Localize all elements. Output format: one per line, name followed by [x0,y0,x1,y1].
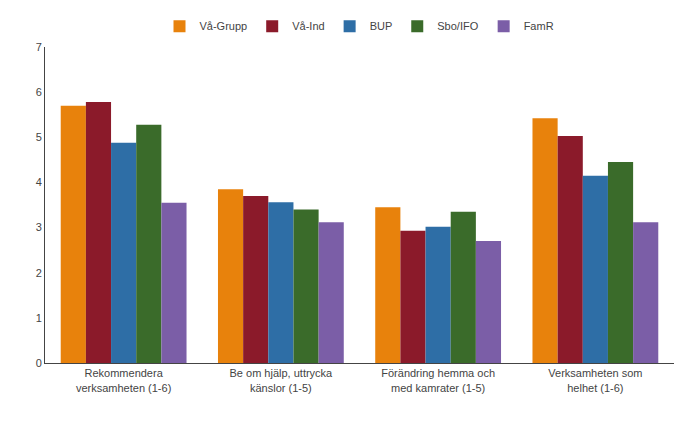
svg-text:1: 1 [36,312,42,324]
svg-text:Rekommenderaverksamheten (1-6): Rekommenderaverksamheten (1-6) [76,367,171,393]
svg-text:5: 5 [36,131,42,143]
svg-text:Vå-Ind: Vå-Ind [292,20,324,32]
svg-text:BUP: BUP [370,20,393,32]
svg-text:Sbo/IFO: Sbo/IFO [437,20,478,32]
svg-text:Be om hjälp, uttryckakänslor (: Be om hjälp, uttryckakänslor (1-5) [230,367,334,393]
svg-text:7: 7 [36,41,42,53]
svg-text:6: 6 [36,86,42,98]
svg-text:FamR: FamR [524,20,554,32]
svg-text:2: 2 [36,267,42,279]
svg-text:Vå-Grupp: Vå-Grupp [200,20,248,32]
svg-text:3: 3 [36,221,42,233]
svg-text:Verksamheten somhelhet (1-6): Verksamheten somhelhet (1-6) [548,367,642,393]
svg-text:4: 4 [36,176,42,188]
svg-text:Förändring hemma ochmed kamrat: Förändring hemma ochmed kamrater (1-5) [381,367,495,393]
svg-text:0: 0 [36,357,42,369]
